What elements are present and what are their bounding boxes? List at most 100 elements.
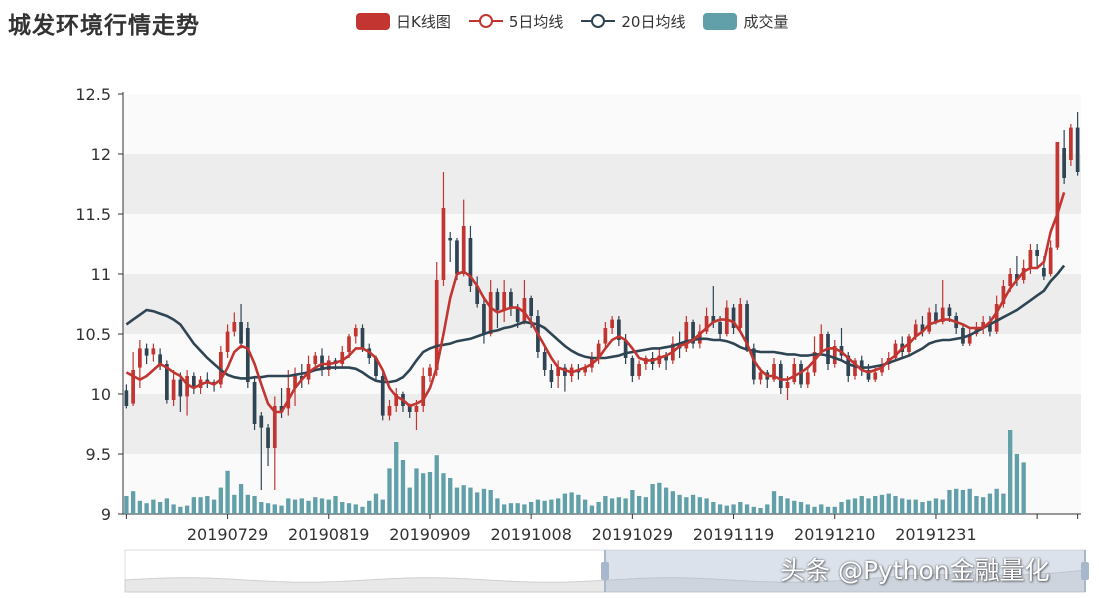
- legend-label-volume: 成交量: [743, 12, 789, 31]
- datazoom-slider[interactable]: [124, 549, 1089, 593]
- candle: [738, 298, 743, 332]
- volume-bar: [812, 506, 817, 514]
- candle-body: [988, 322, 992, 332]
- volume-bar: [920, 502, 925, 514]
- volume-bar: [245, 494, 250, 514]
- candle-body: [522, 298, 527, 322]
- volume-bar: [515, 503, 520, 514]
- candle: [1069, 124, 1073, 166]
- candle-body: [387, 406, 392, 416]
- volume-bar: [792, 500, 797, 514]
- split-band: [123, 214, 1081, 274]
- candle-body: [360, 328, 365, 349]
- candle: [832, 340, 837, 368]
- candle: [792, 358, 797, 385]
- candle-body: [495, 292, 500, 310]
- volume-bar: [306, 500, 311, 514]
- volume-bar: [1008, 430, 1013, 514]
- volume-bar: [481, 488, 487, 514]
- legend-swatch-volume: [703, 12, 738, 30]
- volume-bar: [400, 460, 406, 514]
- candle: [961, 324, 965, 346]
- candle: [805, 367, 810, 388]
- candle-body: [893, 343, 898, 358]
- candle-body: [704, 316, 709, 332]
- candle: [563, 364, 567, 392]
- candle: [239, 304, 243, 349]
- candle-body: [778, 364, 783, 388]
- volume-bar: [151, 499, 156, 514]
- volume-bar: [778, 496, 783, 514]
- candle-body: [502, 292, 507, 310]
- volume-bar: [279, 505, 284, 514]
- volume-bar: [421, 473, 426, 514]
- candle: [556, 360, 561, 388]
- volume-bar: [387, 468, 392, 514]
- volume-bar: [144, 503, 149, 514]
- split-area-bands: [123, 94, 1081, 514]
- candle-body: [772, 364, 776, 380]
- volume-bar: [623, 498, 628, 514]
- volume-bar: [218, 487, 223, 514]
- legend-item-ma20[interactable]: 20日均线: [581, 11, 685, 32]
- candle: [380, 372, 385, 421]
- x-tick-label: 20191119: [693, 525, 774, 544]
- candle-body: [144, 348, 149, 356]
- volume-bar: [663, 487, 669, 514]
- volume-bar: [589, 505, 595, 514]
- candle-body: [374, 358, 378, 376]
- volume-bar: [137, 500, 143, 514]
- volume-bar: [313, 497, 318, 514]
- volume-bar: [555, 498, 561, 514]
- candle-body: [873, 372, 878, 380]
- candle: [171, 370, 176, 406]
- candle-body: [340, 352, 345, 364]
- x-tick-label: 20191008: [490, 525, 571, 544]
- volume-bar: [684, 497, 689, 514]
- candle: [1062, 130, 1066, 184]
- volume-bar: [205, 496, 210, 514]
- legend-item-candlestick[interactable]: 日K线图: [356, 11, 451, 32]
- candle-body: [556, 367, 561, 376]
- candle: [495, 288, 500, 328]
- volume-bar: [427, 472, 433, 514]
- y-tick-label: 9: [101, 505, 111, 524]
- volume-bar: [832, 506, 837, 514]
- candle-body: [468, 238, 473, 286]
- candle: [144, 343, 149, 364]
- volume-bar: [468, 487, 473, 514]
- candle: [927, 307, 932, 334]
- volume-bar: [225, 470, 230, 514]
- candle-body: [529, 298, 534, 316]
- volume-bar: [502, 504, 507, 514]
- volume-bar: [407, 487, 412, 514]
- volume-bar: [508, 503, 514, 514]
- candle-body: [138, 348, 142, 368]
- volume-bar: [299, 498, 304, 514]
- x-tick-label: 20191210: [794, 525, 875, 544]
- candle: [596, 340, 601, 364]
- candle-body: [1075, 127, 1080, 172]
- candle-body: [218, 352, 223, 385]
- legend-swatch-ma5: [468, 14, 503, 28]
- ma5-line: [125, 192, 1066, 414]
- volume-bar: [717, 504, 723, 514]
- volume-bar: [886, 493, 891, 514]
- candle-body: [488, 292, 493, 334]
- legend-item-volume[interactable]: 成交量: [703, 11, 789, 32]
- candle-body: [380, 376, 385, 416]
- watermark: 头条 @Python金融量化: [780, 556, 1050, 585]
- volume-bar: [873, 496, 878, 514]
- candle-body: [347, 336, 351, 352]
- split-band: [123, 394, 1081, 454]
- candle: [1035, 244, 1040, 268]
- volume-bar: [265, 503, 271, 514]
- candle-body: [745, 304, 749, 349]
- candle-body: [461, 226, 466, 274]
- volume-bar: [191, 497, 196, 514]
- candle-body: [920, 324, 925, 332]
- candle-body: [711, 316, 716, 322]
- legend-item-ma5[interactable]: 5日均线: [468, 11, 563, 32]
- candle-body: [448, 238, 453, 241]
- volume-bar: [549, 499, 554, 514]
